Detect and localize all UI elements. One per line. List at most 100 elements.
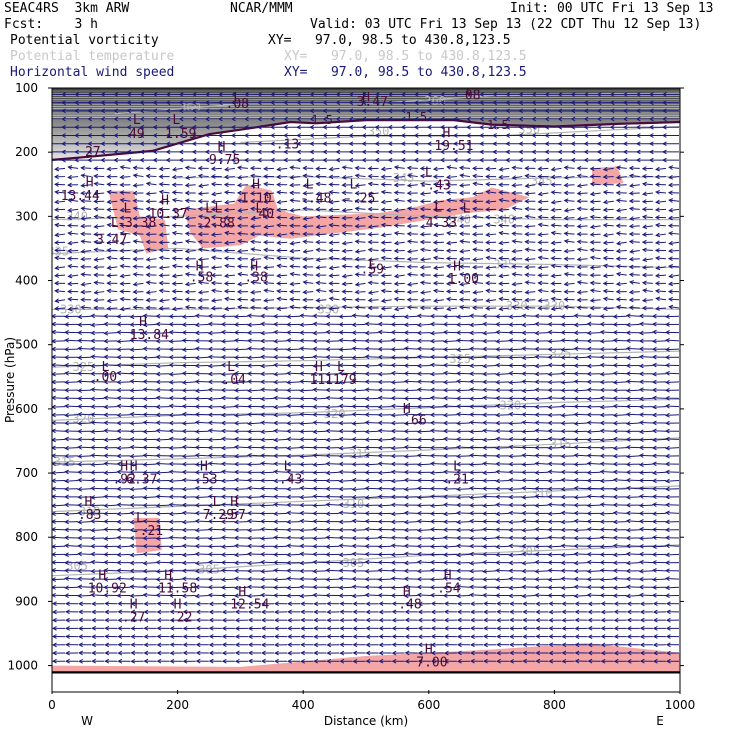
wind-vector-shaft [68, 265, 79, 268]
wind-vector-shaft [248, 348, 262, 350]
wind-vector [299, 444, 314, 450]
wind-vector [210, 288, 222, 294]
wind-vector-head [106, 247, 112, 253]
wind-vector-shaft [274, 364, 288, 366]
wind-vector [156, 609, 170, 615]
wind-vector-head [90, 470, 96, 475]
wind-vector [194, 453, 209, 458]
wind-vector-shaft [300, 315, 314, 317]
wind-vector-shaft [300, 529, 314, 531]
wind-vector [181, 444, 196, 450]
wind-vector-head [116, 362, 122, 368]
wind-vector-head [90, 371, 96, 377]
wind-vector [194, 543, 209, 549]
theta-contour-label: 310 [343, 497, 365, 511]
wind-vector [130, 650, 144, 656]
wind-vector [52, 348, 53, 350]
wind-vector-shaft [182, 488, 196, 490]
wind-vector-head [54, 207, 59, 213]
wind-vector [155, 428, 170, 434]
wind-vector [168, 339, 183, 344]
wind-vector-shaft [52, 406, 66, 408]
wind-vector-head [106, 222, 112, 228]
wind-vector-head [116, 354, 122, 360]
wind-vector-head [39, 430, 43, 434]
wind-vector [260, 445, 275, 451]
wind-vector-head [103, 428, 109, 434]
wind-vector-head [64, 412, 69, 418]
wind-vector [263, 288, 275, 294]
wind-vector-head [64, 347, 69, 352]
wind-vector-head [90, 510, 96, 516]
wind-vector [273, 535, 288, 540]
wind-vector [299, 388, 314, 393]
wind-vector [93, 264, 105, 270]
wind-vector [65, 642, 79, 648]
wind-vector [52, 546, 53, 547]
wind-vector-head [77, 371, 82, 376]
wind-vector [221, 642, 235, 648]
theta-contour-350 [240, 125, 680, 144]
wind-vector [246, 469, 262, 475]
wind-vector-head [77, 486, 83, 492]
wind-vector-shaft [169, 545, 183, 548]
wind-vector [260, 338, 275, 344]
wind-vector [287, 626, 301, 631]
wind-vector-head [64, 362, 69, 368]
wind-vector [90, 346, 105, 352]
wind-vector-head [64, 420, 69, 426]
wind-vector-head [42, 174, 46, 178]
wind-vector [276, 240, 288, 246]
wind-vector-head [67, 263, 73, 269]
wind-vector [220, 436, 235, 442]
wind-vector [289, 271, 301, 277]
wind-vector [90, 445, 105, 450]
wind-vector-head [77, 421, 83, 426]
wind-vector-shaft [248, 323, 262, 326]
wind-vector [106, 288, 118, 294]
wind-vector-head [52, 642, 57, 648]
wind-vector [52, 636, 53, 638]
wind-vector-head [119, 174, 125, 180]
theta-contour-335 [52, 247, 680, 269]
wind-vector-head [104, 658, 110, 664]
wind-vector-shaft [55, 224, 66, 227]
wind-vector [181, 510, 196, 516]
wind-vector-head [103, 478, 109, 484]
wind-vector [132, 173, 144, 178]
wind-vector [289, 182, 301, 188]
wind-vector-head [93, 191, 99, 196]
wind-vector [132, 264, 144, 270]
wind-vector [276, 190, 288, 195]
wind-vector-shaft [182, 455, 196, 457]
wind-vector [116, 387, 131, 393]
wind-vector-head [103, 387, 109, 393]
wind-vector [328, 296, 340, 302]
wind-vector [116, 461, 131, 467]
wind-vector-shaft [261, 495, 275, 498]
wind-vector-head [67, 273, 73, 279]
wind-vector [52, 379, 66, 385]
wind-vector [286, 322, 301, 327]
wind-vector [52, 570, 53, 572]
wind-vector-shaft [91, 388, 105, 391]
wind-vector-shaft [234, 315, 248, 318]
wind-vector-shaft [234, 545, 248, 547]
wind-vector-head [77, 453, 83, 459]
wind-vector [130, 642, 144, 648]
wind-vector [325, 519, 340, 524]
wind-vector [234, 634, 248, 639]
wind-vector [194, 322, 209, 328]
wind-vector-shaft [78, 455, 92, 457]
wind-vector [273, 428, 288, 434]
wind-vector [237, 248, 248, 254]
wind-vector [91, 601, 105, 607]
wind-vector [67, 165, 79, 170]
wind-vector [52, 365, 53, 366]
wind-vector [103, 371, 118, 377]
wind-vector-shaft [104, 430, 118, 432]
wind-vector [207, 453, 222, 458]
wind-vector [184, 256, 196, 262]
wind-vector [106, 240, 118, 245]
wind-vector [67, 174, 79, 180]
